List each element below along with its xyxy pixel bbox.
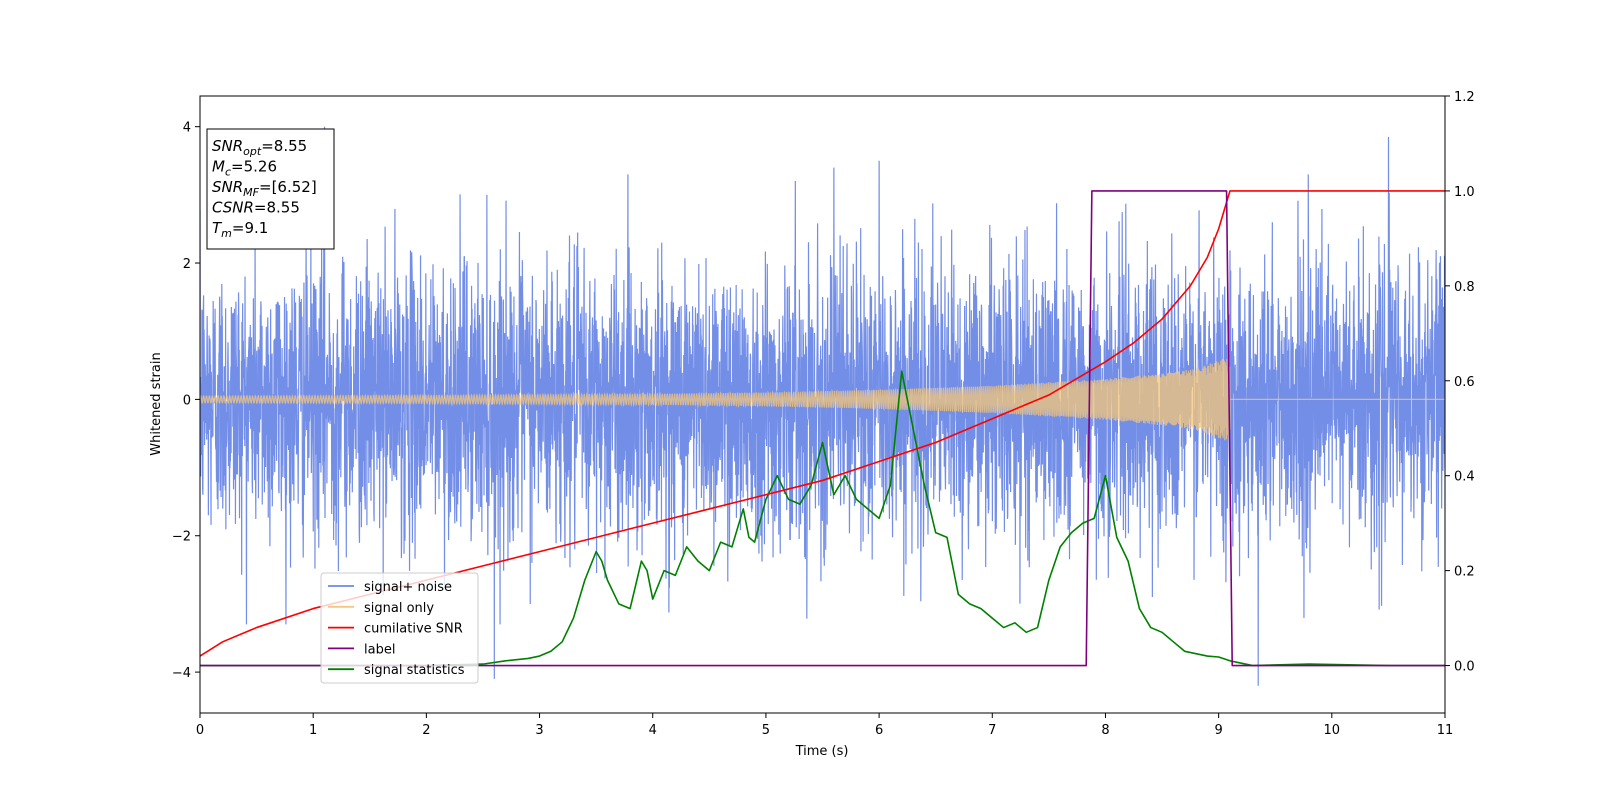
y2-tick-label: 0.4 <box>1454 470 1475 485</box>
x-tick-label: 5 <box>762 723 770 738</box>
y-tick-label: −2 <box>172 530 191 545</box>
legend-entry-label: signal statistics <box>364 663 465 678</box>
x-tick-label: 8 <box>1101 723 1109 738</box>
series-signal-statistics <box>200 370 1445 667</box>
x-tick-label: 6 <box>875 723 883 738</box>
x-axis-label: Time (s) <box>795 744 849 759</box>
y2-tick-label: 1.2 <box>1454 90 1475 105</box>
y2-tick-label: 0.6 <box>1454 375 1475 390</box>
x-tick-label: 1 <box>309 723 317 738</box>
plot-frame <box>199 95 1446 714</box>
legend: signal+ noise signal only cumilative SNR la… <box>320 572 479 684</box>
stats-box-frame <box>206 128 335 250</box>
legend-entry-label: signal+ noise <box>364 580 452 595</box>
x-tick-label: 10 <box>1324 723 1341 738</box>
legend-frame <box>320 572 479 684</box>
x-tick-label: 7 <box>988 723 996 738</box>
series-label <box>200 190 1445 667</box>
x-tick-label: 9 <box>1214 723 1222 738</box>
x-tick-label: 2 <box>422 723 430 738</box>
x-tick-label: 3 <box>535 723 543 738</box>
legend-entry-label: signal only <box>364 601 434 616</box>
y2-tick-label: 1.0 <box>1454 185 1475 200</box>
x-tick-label: 4 <box>649 723 657 738</box>
stats-line: Tm=9.1 <box>212 219 268 240</box>
y2-tick-label: 0.2 <box>1454 565 1475 580</box>
stats-line: SNRMF=[6.52] <box>212 178 317 199</box>
x-tick-label: 0 <box>196 723 204 738</box>
y-tick-label: 2 <box>183 257 191 272</box>
y-axis-ticks: −4 −2 0 2 4 <box>172 121 200 681</box>
y2-axis-ticks: 0.0 0.2 0.4 0.6 0.8 1.0 1.2 <box>1445 90 1475 675</box>
stats-line: Mc=5.26 <box>212 158 277 179</box>
legend-entry-label: cumilative SNR <box>364 622 463 637</box>
y-tick-label: −4 <box>172 666 191 681</box>
series-signal-noise <box>200 126 1445 686</box>
x-axis-ticks: 0 1 2 3 4 5 6 7 8 9 10 11 <box>196 713 1453 738</box>
legend-entry-label: label <box>364 642 395 657</box>
y-axis-label: Whitened strain <box>149 352 164 455</box>
x-tick-label: 11 <box>1437 723 1454 738</box>
stats-line: SNRopt=8.55 <box>212 137 307 158</box>
stats-line: CSNR=8.55 <box>212 199 300 217</box>
y-tick-label: 4 <box>183 121 191 136</box>
y2-tick-label: 0.8 <box>1454 280 1475 295</box>
y-tick-label: 0 <box>183 393 191 408</box>
y2-tick-label: 0.0 <box>1454 660 1475 675</box>
